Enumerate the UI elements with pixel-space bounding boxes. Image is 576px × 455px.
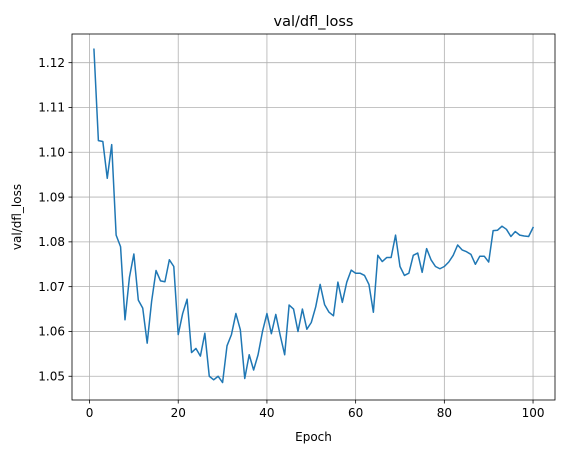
- x-tick-label: 100: [522, 406, 545, 420]
- data-series: [93, 48, 535, 384]
- x-tick-label: 60: [348, 406, 363, 420]
- x-tick-label: 40: [259, 406, 274, 420]
- series-line: [93, 48, 535, 384]
- y-axis-label: val/dfl_loss: [10, 184, 24, 250]
- y-tick-label: 1.06: [38, 325, 65, 339]
- y-axis: 1.05 1.06 1.07 1.08 1.09 1.10 1.11 1.12: [38, 56, 72, 383]
- y-tick-label: 1.05: [38, 369, 65, 383]
- chart-title: val/dfl_loss: [274, 14, 354, 30]
- y-tick-label: 1.10: [38, 145, 65, 159]
- y-tick-label: 1.11: [38, 101, 65, 115]
- x-axis-label: Epoch: [295, 430, 332, 444]
- grid-lines: [72, 34, 555, 400]
- x-tick-label: 80: [437, 406, 452, 420]
- plot-frame: [71, 33, 556, 401]
- x-axis: 0 20 40 60 80 100: [86, 400, 545, 420]
- y-tick-label: 1.09: [38, 190, 65, 204]
- y-tick-label: 1.07: [38, 280, 65, 294]
- y-tick-label: 1.08: [38, 235, 65, 249]
- x-tick-label: 0: [86, 406, 94, 420]
- y-tick-label: 1.12: [38, 56, 65, 70]
- x-tick-label: 20: [171, 406, 186, 420]
